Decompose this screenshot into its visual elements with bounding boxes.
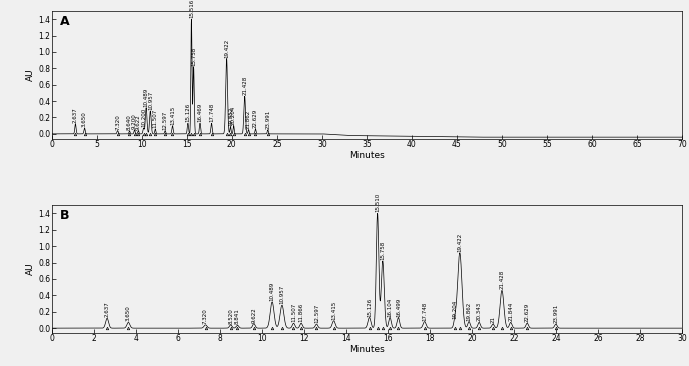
- Text: 11.507: 11.507: [291, 303, 296, 322]
- Text: 10.489: 10.489: [269, 282, 275, 301]
- Text: 20.204: 20.204: [231, 105, 236, 125]
- Text: 21.428: 21.428: [500, 270, 504, 290]
- Text: 13.415: 13.415: [170, 105, 175, 125]
- Text: 3.650: 3.650: [126, 306, 131, 321]
- Text: 10.957: 10.957: [280, 285, 285, 304]
- Text: 3.650: 3.650: [82, 111, 87, 127]
- Text: 23.991: 23.991: [265, 109, 270, 129]
- Text: 15.758: 15.758: [380, 241, 385, 260]
- Text: 21.428: 21.428: [242, 76, 247, 95]
- Text: 21: 21: [491, 316, 495, 323]
- Text: B: B: [60, 209, 70, 222]
- Text: 16.469: 16.469: [198, 103, 203, 122]
- Text: 15.516: 15.516: [189, 0, 194, 18]
- Text: 22.629: 22.629: [253, 109, 258, 128]
- Text: 15.126: 15.126: [367, 297, 372, 317]
- Text: 15.126: 15.126: [185, 103, 190, 122]
- Text: 19.422: 19.422: [457, 232, 462, 252]
- Text: 2.637: 2.637: [105, 302, 110, 317]
- Text: 19.852: 19.852: [228, 106, 233, 126]
- Text: 11.507: 11.507: [153, 109, 158, 128]
- Text: 19.422: 19.422: [224, 38, 229, 57]
- Text: 19.862: 19.862: [466, 301, 471, 321]
- Text: 7.320: 7.320: [115, 114, 120, 130]
- Text: 2.637: 2.637: [73, 107, 78, 123]
- Text: 16.104: 16.104: [388, 297, 393, 317]
- Text: 17.748: 17.748: [209, 103, 214, 122]
- X-axis label: Minutes: Minutes: [349, 345, 384, 354]
- Text: 7.320: 7.320: [203, 308, 208, 324]
- Text: 8.841: 8.841: [235, 309, 240, 324]
- Text: 22.629: 22.629: [525, 303, 530, 322]
- Text: A: A: [60, 15, 70, 28]
- Y-axis label: AU: AU: [26, 263, 35, 276]
- Text: 10.957: 10.957: [148, 91, 153, 110]
- Text: 23.991: 23.991: [553, 304, 558, 323]
- Text: 11.866: 11.866: [298, 303, 304, 322]
- Text: 9.622: 9.622: [136, 114, 141, 130]
- Text: 15.510: 15.510: [375, 193, 380, 212]
- Text: 17.748: 17.748: [422, 301, 427, 321]
- Text: 13.415: 13.415: [331, 300, 336, 320]
- Text: 20.343: 20.343: [477, 302, 482, 321]
- Text: 12.597: 12.597: [314, 304, 319, 323]
- Text: 21.862: 21.862: [246, 109, 251, 129]
- Text: 19.204: 19.204: [453, 300, 457, 319]
- X-axis label: Minutes: Minutes: [349, 150, 384, 160]
- Text: 8.520: 8.520: [228, 308, 233, 324]
- Text: 10.489: 10.489: [143, 87, 149, 107]
- Text: 9.200: 9.200: [132, 113, 137, 129]
- Text: 8.640: 8.640: [127, 114, 132, 130]
- Text: 9.622: 9.622: [251, 307, 256, 323]
- Text: 12.597: 12.597: [163, 111, 167, 130]
- Text: 16.499: 16.499: [396, 297, 401, 317]
- Text: 15.758: 15.758: [191, 46, 196, 66]
- Text: 10.200: 10.200: [141, 108, 146, 127]
- Text: 21.844: 21.844: [508, 302, 513, 321]
- Y-axis label: AU: AU: [26, 68, 35, 81]
